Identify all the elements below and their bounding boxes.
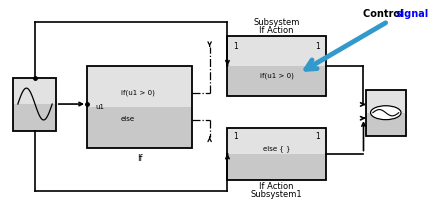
Text: signal: signal xyxy=(396,9,429,19)
Bar xyxy=(227,153,326,180)
Bar xyxy=(87,66,192,107)
Text: u1: u1 xyxy=(95,104,104,110)
Bar xyxy=(227,128,326,153)
Text: 1: 1 xyxy=(233,132,238,141)
Bar xyxy=(13,104,56,131)
Bar xyxy=(227,66,326,96)
Circle shape xyxy=(371,106,401,120)
Text: Subsystem1: Subsystem1 xyxy=(251,190,302,199)
Text: 1: 1 xyxy=(315,132,320,141)
Bar xyxy=(227,36,326,66)
Bar xyxy=(87,66,192,148)
Text: 1: 1 xyxy=(315,42,320,51)
Bar xyxy=(227,36,326,96)
Bar xyxy=(227,128,326,180)
Text: else: else xyxy=(120,116,135,122)
Text: Subsystem: Subsystem xyxy=(253,18,300,27)
Bar xyxy=(366,90,406,136)
Bar xyxy=(366,113,406,136)
Text: else { }: else { } xyxy=(263,145,290,152)
Text: if(u1 > 0): if(u1 > 0) xyxy=(120,90,154,96)
Bar xyxy=(87,107,192,148)
Bar xyxy=(13,78,56,131)
Bar xyxy=(13,78,56,104)
Bar xyxy=(366,90,406,113)
Text: Control: Control xyxy=(363,9,407,19)
Text: If: If xyxy=(136,154,142,163)
Text: if(u1 > 0): if(u1 > 0) xyxy=(260,73,293,79)
Text: If Action: If Action xyxy=(259,26,294,35)
Text: If Action: If Action xyxy=(259,182,294,191)
Text: 1: 1 xyxy=(233,42,238,51)
